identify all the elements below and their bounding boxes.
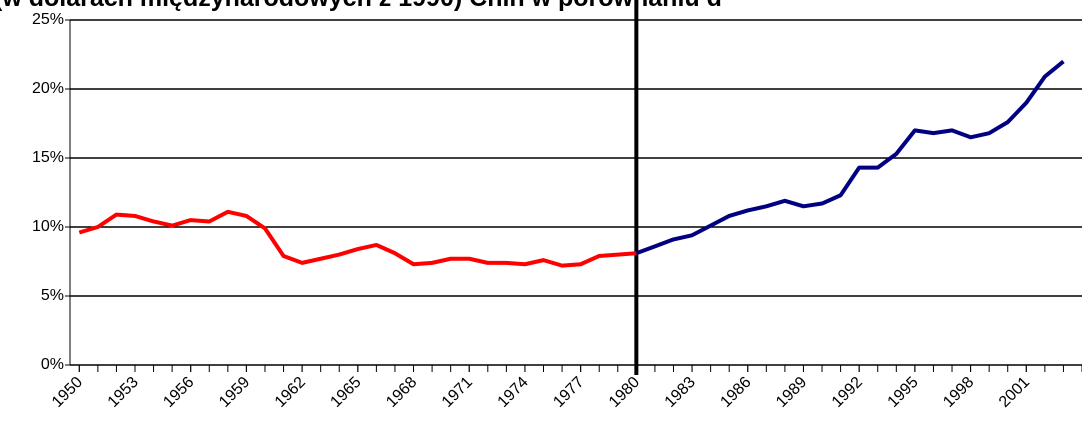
x-tick-label: 1950 bbox=[49, 374, 86, 411]
x-tick-label: 2001 bbox=[996, 374, 1033, 411]
x-tick-label: 1962 bbox=[272, 374, 309, 411]
chart-title: (w dolarach międzynarodowych z 1990) Chi… bbox=[0, 0, 722, 12]
x-tick-label: 1992 bbox=[829, 374, 866, 411]
x-tick-label: 1998 bbox=[940, 374, 977, 411]
x-tick-label: 1995 bbox=[885, 374, 922, 411]
line-series bbox=[78, 209, 637, 268]
y-tick-label: 20% bbox=[32, 80, 64, 97]
x-tick-label: 1989 bbox=[773, 374, 810, 411]
x-tick-label: 1983 bbox=[662, 374, 699, 411]
y-tick-label: 0% bbox=[41, 356, 64, 373]
x-tick-label: 1980 bbox=[606, 374, 643, 411]
y-tick-label: 10% bbox=[32, 218, 64, 235]
x-tick-label: 1986 bbox=[717, 374, 754, 411]
y-tick-label: 15% bbox=[32, 149, 64, 166]
x-tick-label: 1965 bbox=[327, 374, 364, 411]
x-tick-label: 1974 bbox=[495, 374, 532, 411]
x-tick-label: 1959 bbox=[216, 374, 253, 411]
y-tick-label: 25% bbox=[32, 11, 64, 28]
x-tick-label: 1971 bbox=[439, 374, 476, 411]
x-tick-label: 1977 bbox=[550, 374, 587, 411]
y-tick-label: 5% bbox=[41, 287, 64, 304]
x-tick-label: 1956 bbox=[160, 374, 197, 411]
line-series bbox=[635, 59, 1065, 256]
x-tick-label: 1968 bbox=[383, 374, 420, 411]
x-tick-label: 1953 bbox=[105, 374, 142, 411]
